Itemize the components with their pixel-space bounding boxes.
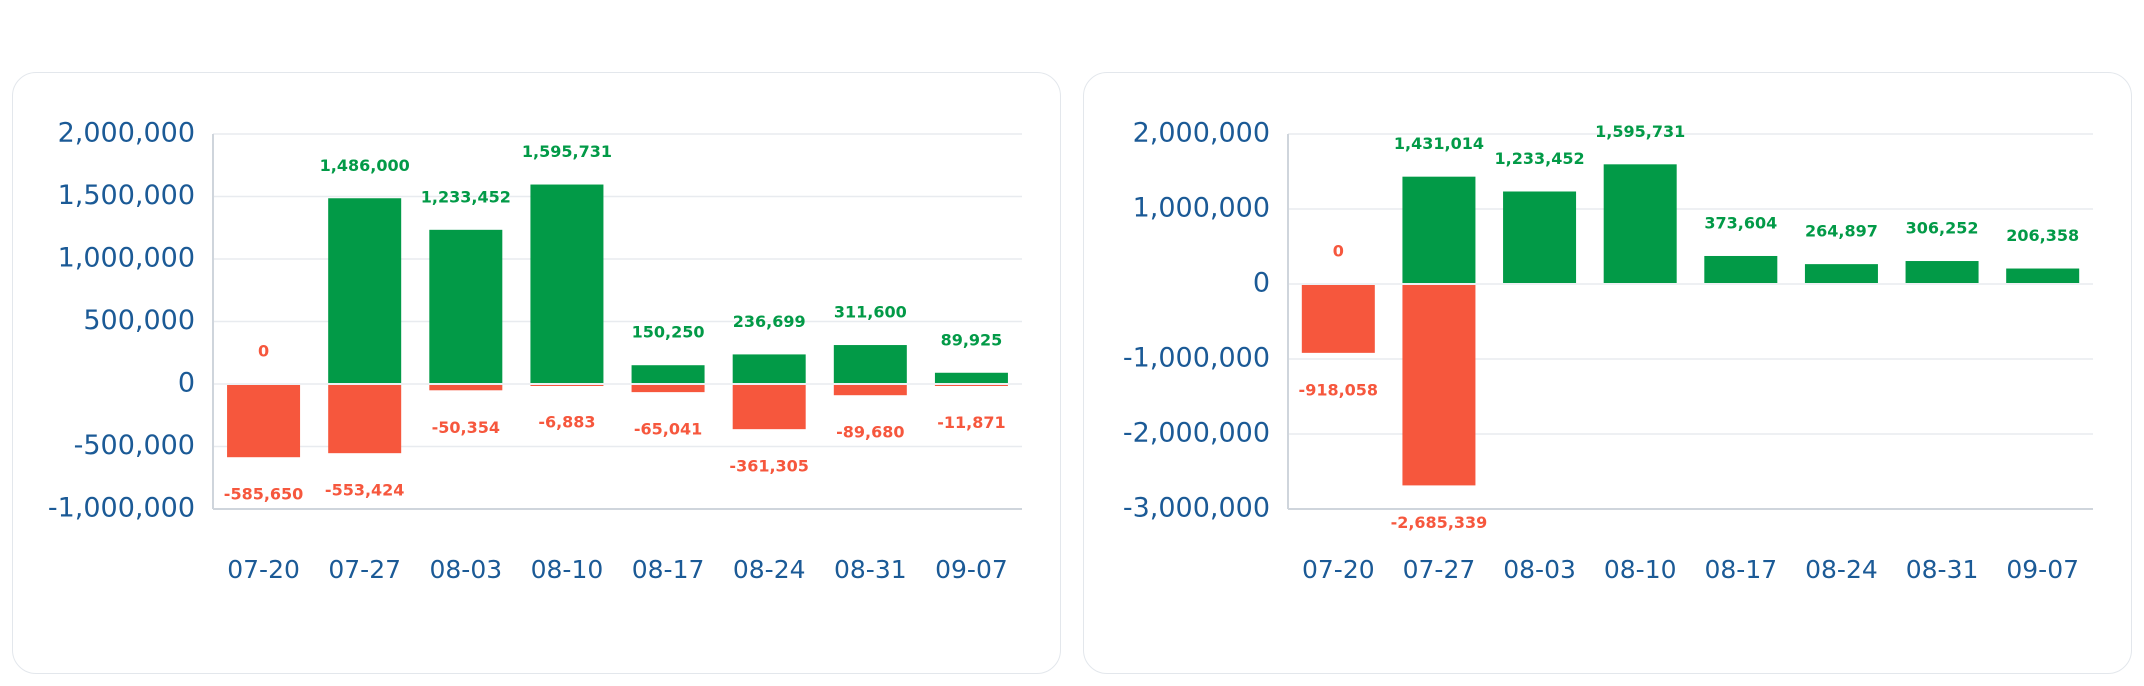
y-tick-label: -2,000,000 <box>1123 418 1270 449</box>
x-tick-label: 08-03 <box>429 555 502 584</box>
bar-negative <box>732 385 806 430</box>
data-label-positive: 1,233,452 <box>421 187 511 206</box>
data-label-negative: -2,685,339 <box>1391 513 1488 532</box>
y-tick-label: -1,000,000 <box>48 493 195 524</box>
bar-chart-right: 2,000,000 1,000,000 0 -1,000,000 -2,000,000 -… <box>1123 118 2093 584</box>
bar-positive <box>1503 191 1577 283</box>
bar-positive <box>1704 255 1778 283</box>
bar-positive <box>631 365 705 383</box>
data-label-positive: 1,431,014 <box>1394 134 1484 153</box>
bar-positive <box>1402 176 1476 283</box>
data-label-positive: 311,600 <box>834 303 907 322</box>
x-tick-label: 08-17 <box>632 555 705 584</box>
data-label-negative: -361,305 <box>729 457 809 476</box>
data-label-positive: 373,604 <box>1704 213 1777 232</box>
data-label-positive: 1,233,452 <box>1495 149 1585 168</box>
data-label-negative: -89,680 <box>836 423 904 442</box>
x-tick-label: 08-24 <box>1805 555 1878 584</box>
x-tick-label: 08-10 <box>531 555 604 584</box>
bar-positive <box>833 345 907 383</box>
data-label-positive: 306,252 <box>1906 219 1979 238</box>
y-tick-label: 1,500,000 <box>58 180 195 211</box>
x-tick-label: 07-20 <box>1302 555 1375 584</box>
x-tick-label: 09-07 <box>935 555 1008 584</box>
y-tick-label: 1,000,000 <box>1133 193 1270 224</box>
x-tick-label: 08-31 <box>1906 555 1979 584</box>
data-label-positive: 0 <box>258 342 269 361</box>
x-tick-label: 08-17 <box>1704 555 1777 584</box>
bar-positive <box>1804 264 1878 283</box>
x-tick-label: 08-10 <box>1604 555 1677 584</box>
bar-positive <box>732 354 806 383</box>
x-tick-label: 08-24 <box>733 555 806 584</box>
x-tick-label: 07-27 <box>328 555 401 584</box>
data-label-negative: -553,424 <box>325 481 405 500</box>
bar-positive <box>530 184 604 383</box>
bar-negative <box>631 385 705 393</box>
bar-positive <box>1905 261 1979 283</box>
bar-positive <box>1603 164 1677 283</box>
data-label-positive: 206,358 <box>2006 226 2079 245</box>
bar-positive <box>429 229 503 383</box>
data-label-negative: -585,650 <box>224 485 304 504</box>
chart-panel-right: 2,000,000 1,000,000 0 -1,000,000 -2,000,000 -… <box>1083 72 2132 674</box>
data-label-positive: 150,250 <box>632 323 705 342</box>
y-tick-label: 1,000,000 <box>58 243 195 274</box>
bar-positive <box>934 372 1008 383</box>
data-label-positive: 264,897 <box>1805 222 1878 241</box>
bar-positive <box>2006 268 2080 283</box>
x-tick-label: 09-07 <box>2006 555 2079 584</box>
x-tick-label: 08-03 <box>1503 555 1576 584</box>
y-tick-label: 0 <box>1253 268 1270 299</box>
bar-negative <box>328 385 402 454</box>
chart-panel-left: 2,000,000 1,500,000 1,000,000 500,000 0 -500,… <box>12 72 1061 674</box>
data-label-positive: 236,699 <box>733 312 806 331</box>
bar-negative <box>934 385 1008 386</box>
y-tick-label: -1,000,000 <box>1123 343 1270 374</box>
data-label-positive: 0 <box>1333 242 1344 261</box>
data-label-negative: -11,871 <box>937 413 1005 432</box>
bar-negative <box>530 385 604 386</box>
data-label-positive: 89,925 <box>941 330 1003 349</box>
bar-negative <box>1402 285 1476 486</box>
data-label-negative: -918,058 <box>1299 380 1379 399</box>
x-tick-label: 07-27 <box>1403 555 1476 584</box>
y-tick-label: 0 <box>178 368 195 399</box>
bar-positive <box>328 198 402 383</box>
bar-negative <box>1301 285 1375 353</box>
y-tick-label: 500,000 <box>83 305 195 336</box>
bar-negative <box>833 385 907 396</box>
y-tick-label: -3,000,000 <box>1123 493 1270 524</box>
data-label-positive: 1,595,731 <box>1595 122 1685 141</box>
y-tick-label: 2,000,000 <box>1133 118 1270 149</box>
bar-negative <box>429 385 503 391</box>
x-tick-label: 07-20 <box>227 555 300 584</box>
bar-negative <box>227 385 301 458</box>
y-tick-label: -500,000 <box>74 430 195 461</box>
data-label-negative: -65,041 <box>634 420 702 439</box>
data-label-negative: -6,883 <box>538 412 595 431</box>
data-label-positive: 1,486,000 <box>320 156 410 175</box>
data-label-positive: 1,595,731 <box>522 142 612 161</box>
data-label-negative: -50,354 <box>432 418 500 437</box>
x-tick-label: 08-31 <box>834 555 907 584</box>
bar-chart-left: 2,000,000 1,500,000 1,000,000 500,000 0 -500,… <box>48 118 1022 584</box>
y-tick-label: 2,000,000 <box>58 118 195 149</box>
